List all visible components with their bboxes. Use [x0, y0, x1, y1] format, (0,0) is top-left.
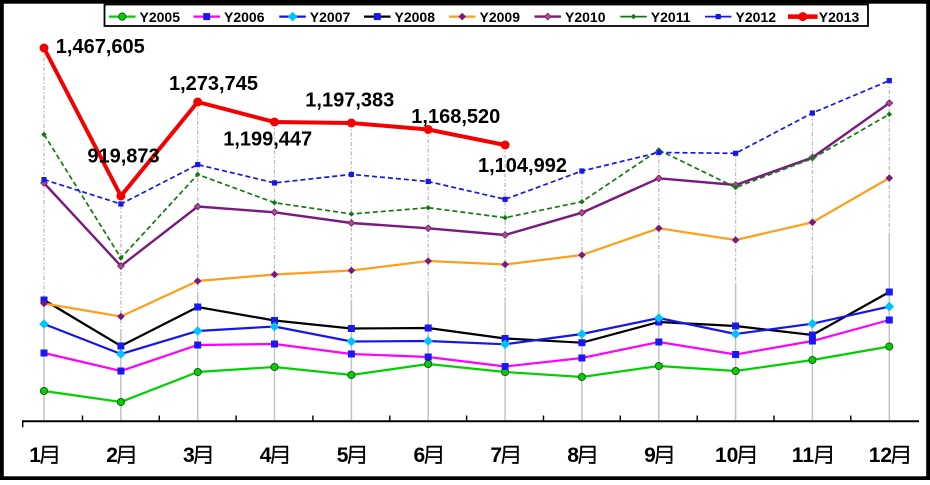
svg-text:1,104,992: 1,104,992	[478, 155, 567, 177]
svg-text:9: 9	[644, 444, 656, 467]
svg-text:10: 10	[715, 444, 738, 467]
svg-text:8: 8	[567, 444, 579, 467]
svg-text:1: 1	[29, 444, 41, 467]
svg-text:919,873: 919,873	[87, 146, 159, 168]
svg-text:Y2008: Y2008	[395, 9, 436, 25]
svg-text:6: 6	[414, 444, 426, 467]
svg-text:1,273,745: 1,273,745	[169, 73, 258, 95]
svg-text:12: 12	[869, 444, 892, 467]
svg-text:1,197,383: 1,197,383	[305, 90, 394, 112]
svg-text:4: 4	[260, 444, 272, 467]
svg-text:Y2011: Y2011	[651, 9, 691, 25]
svg-text:5: 5	[337, 444, 349, 467]
svg-text:7: 7	[490, 444, 502, 467]
svg-text:2: 2	[106, 444, 118, 467]
svg-text:Y2007: Y2007	[310, 9, 351, 25]
svg-text:Y2013: Y2013	[819, 9, 860, 25]
svg-text:1,467,605: 1,467,605	[56, 36, 145, 58]
svg-text:Y2009: Y2009	[480, 9, 521, 25]
svg-text:Y2010: Y2010	[565, 9, 606, 25]
svg-text:Y2006: Y2006	[224, 9, 265, 25]
svg-text:1,199,447: 1,199,447	[223, 129, 312, 151]
svg-text:11: 11	[792, 444, 815, 467]
svg-text:Y2005: Y2005	[140, 9, 181, 25]
svg-text:3: 3	[183, 444, 195, 467]
svg-text:Y2012: Y2012	[736, 9, 777, 25]
svg-text:1,168,520: 1,168,520	[411, 106, 500, 128]
